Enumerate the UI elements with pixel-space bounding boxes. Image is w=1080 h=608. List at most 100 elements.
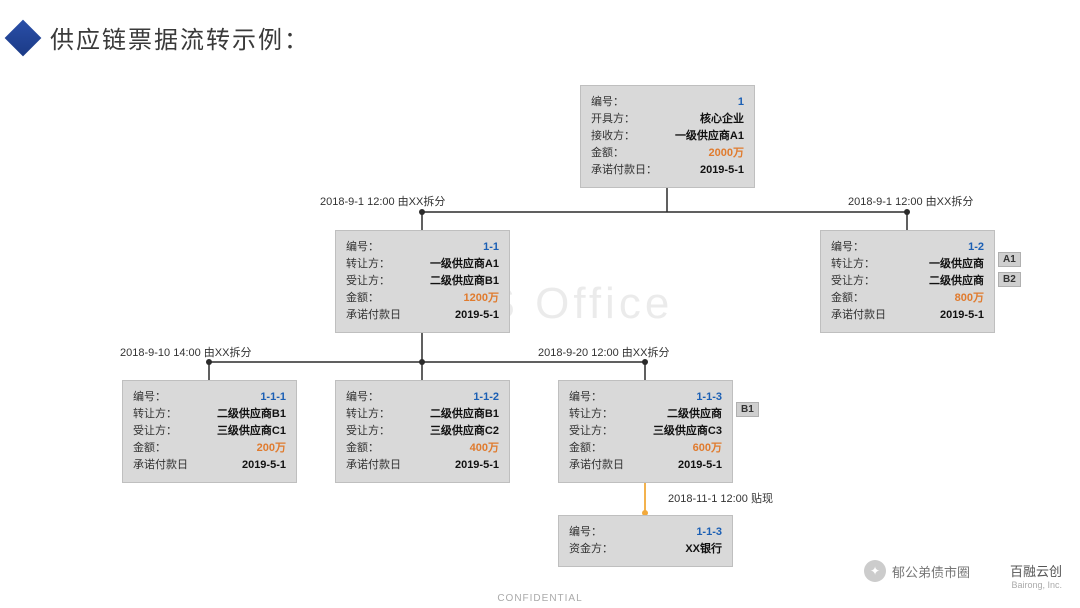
overlay-tag: B2	[998, 272, 1021, 287]
row-key: 承诺付款日	[133, 457, 188, 474]
row-value: 800万	[955, 290, 984, 307]
row-key: 开具方：	[591, 111, 635, 128]
node-row: 承诺付款日 2019-5-1	[831, 307, 984, 324]
row-value: 600万	[693, 440, 722, 457]
row-value: 1-1-2	[473, 389, 499, 406]
node-row: 编号： 1-1-2	[346, 389, 499, 406]
row-value: 1-2	[968, 239, 984, 256]
row-key: 资金方：	[569, 541, 613, 558]
node-row: 受让方： 三级供应商C1	[133, 423, 286, 440]
node-row: 编号：1-1-1	[133, 389, 286, 406]
node-row: 受让方： 三级供应商C3	[569, 423, 722, 440]
row-value: 1200万	[464, 290, 499, 307]
row-key: 接收方：	[591, 128, 635, 145]
wechat-label: 郁公弟债市圈	[892, 562, 970, 581]
footer-confidential: CONFIDENTIAL	[0, 593, 1080, 604]
row-key: 受让方：	[346, 273, 390, 290]
node-row: 承诺付款日 2019-5-1	[569, 457, 722, 474]
row-key: 受让方：	[346, 423, 390, 440]
row-key: 编号：	[133, 389, 166, 406]
node-row: 转让方： 二级供应商B1	[133, 406, 286, 423]
node-row: 金额： 800万	[831, 290, 984, 307]
row-value: 2019-5-1	[455, 457, 499, 474]
node-row: 编号： 1-2	[831, 239, 984, 256]
edge-label-5: 2018-11-1 12:00 贴现	[668, 490, 773, 506]
row-value: 1-1	[483, 239, 499, 256]
node-row: 金额： 2000万	[591, 145, 744, 162]
row-value: 1-1-3	[696, 389, 722, 406]
row-value: 2019-5-1	[678, 457, 722, 474]
overlay-tag: A1	[998, 252, 1021, 267]
row-value: 2019-5-1	[242, 457, 286, 474]
wechat-badge: ✦ 郁公弟债市圈	[864, 560, 970, 582]
node-row: 编号： 1-1-3	[569, 389, 722, 406]
row-key: 承诺付款日	[569, 457, 624, 474]
row-key: 受让方：	[569, 423, 613, 440]
title-text: 供应链票据流转示例：	[50, 20, 310, 55]
row-key: 承诺付款日	[346, 307, 401, 324]
brand-block: 百融云创 Bairong, Inc.	[1010, 561, 1062, 590]
row-key: 金额：	[569, 440, 602, 457]
node-row: 编号：1-1-3	[569, 524, 722, 541]
wechat-icon: ✦	[864, 560, 886, 582]
row-value: 核心企业	[700, 111, 744, 128]
row-value: 400万	[470, 440, 499, 457]
row-key: 编号：	[346, 389, 379, 406]
row-key: 金额：	[591, 145, 624, 162]
row-value: 三级供应商C3	[653, 423, 722, 440]
edge-label-2: 2018-9-1 12:00 由XX拆分	[848, 193, 973, 209]
row-value: 2019-5-1	[455, 307, 499, 324]
row-value: 三级供应商C1	[217, 423, 286, 440]
node-row: 承诺付款日 2019-5-1	[346, 307, 499, 324]
row-value: 200万	[257, 440, 286, 457]
row-key: 金额：	[831, 290, 864, 307]
row-key: 编号：	[831, 239, 864, 256]
row-key: 编号：	[569, 389, 602, 406]
node-row: 接收方： 一级供应商A1	[591, 128, 744, 145]
node-root: 编号： 1 开具方： 核心企业接收方： 一级供应商A1 金额： 2000万承诺付款日：201…	[580, 85, 755, 188]
row-key: 编号：	[346, 239, 379, 256]
node-n112: 编号：1-1-2转让方：二级供应商B1受让方：三级供应商C2金额：400万承诺付…	[335, 380, 510, 483]
node-row: 承诺付款日2019-5-1	[346, 457, 499, 474]
node-row: 资金方：XX银行	[569, 541, 722, 558]
node-row: 承诺付款日 2019-5-1	[133, 457, 286, 474]
node-n111: 编号：1-1-1转让方：二级供应商B1受让方：三级供应商C1金额：200万承诺付…	[122, 380, 297, 483]
node-row: 承诺付款日：2019-5-1	[591, 162, 744, 179]
node-n11: 编号：1-1转让方：一级供应商A1受让方：二级供应商B1金额：1200万承诺付款…	[335, 230, 510, 333]
row-key: 转让方：	[831, 256, 875, 273]
row-key: 金额：	[346, 440, 379, 457]
row-value: 二级供应商B1	[217, 406, 286, 423]
node-n12: 编号：1-2转让方：一级供应商受让方：二级供应商金额：800万承诺付款日2019…	[820, 230, 995, 333]
node-row: 金额： 400万	[346, 440, 499, 457]
row-value: 2000万	[709, 145, 744, 162]
row-key: 转让方：	[133, 406, 177, 423]
row-key: 承诺付款日	[831, 307, 886, 324]
node-row: 转让方： 二级供应商B1	[346, 406, 499, 423]
row-key: 受让方：	[831, 273, 875, 290]
row-value: 1-1-3	[696, 524, 722, 541]
node-row: 编号： 1-1	[346, 239, 499, 256]
node-disc: 编号：1-1-3资金方：XX银行	[558, 515, 733, 567]
row-value: 二级供应商B1	[430, 406, 499, 423]
row-value: 2019-5-1	[940, 307, 984, 324]
node-row: 转让方：二级供应商	[569, 406, 722, 423]
row-key: 转让方：	[346, 406, 390, 423]
row-key: 转让方：	[346, 256, 390, 273]
node-row: 金额： 1200万	[346, 290, 499, 307]
row-value: 一级供应商A1	[675, 128, 744, 145]
row-key: 金额：	[346, 290, 379, 307]
node-row: 受让方： 二级供应商	[831, 273, 984, 290]
edge-label-4: 2018-9-20 12:00 由XX拆分	[538, 344, 669, 360]
row-key: 编号：	[591, 94, 624, 111]
row-value: 二级供应商B1	[430, 273, 499, 290]
row-key: 承诺付款日：	[591, 162, 657, 179]
row-value: 二级供应商	[667, 406, 722, 423]
node-row: 受让方： 二级供应商B1	[346, 273, 499, 290]
row-value: 二级供应商	[929, 273, 984, 290]
node-row: 金额： 200万	[133, 440, 286, 457]
edge-label-1: 2018-9-1 12:00 由XX拆分	[320, 193, 445, 209]
brand-en: Bairong, Inc.	[1010, 580, 1062, 590]
row-key: 金额：	[133, 440, 166, 457]
row-key: 受让方：	[133, 423, 177, 440]
row-value: 1	[738, 94, 744, 111]
